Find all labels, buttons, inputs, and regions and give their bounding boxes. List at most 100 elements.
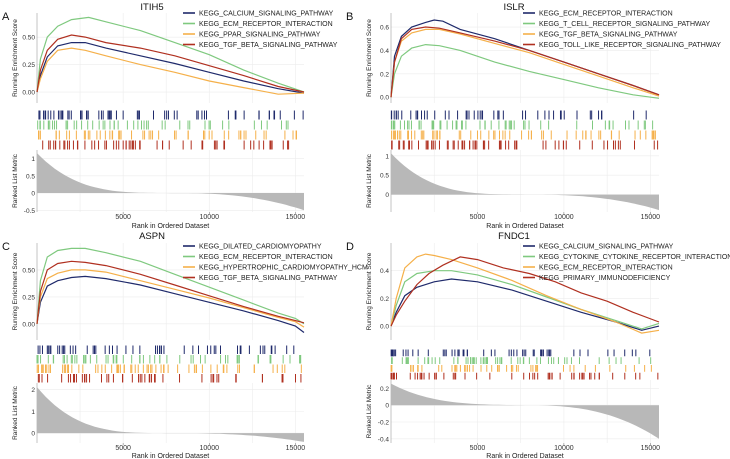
panel-d: D FNDC1 0.0 0.2 0.4 Running Enrichment Score K… bbox=[346, 231, 730, 459]
gene-hit-row-1 bbox=[37, 345, 295, 354]
y-tick-label: 1 bbox=[31, 156, 35, 163]
y-tick-label: 0.2 bbox=[380, 71, 389, 78]
panel-letter: D bbox=[346, 241, 354, 253]
y-axis-label: Running Enrichment Score bbox=[366, 19, 373, 97]
y-axis-label-bottom: Ranked List Metric bbox=[366, 384, 373, 439]
x-tick-label: 10000 bbox=[200, 214, 220, 221]
series-line-2 bbox=[390, 270, 660, 330]
series-line-3 bbox=[36, 269, 305, 328]
x-tick-label: 5000 bbox=[470, 445, 486, 452]
y-tick-label: 0 bbox=[385, 192, 389, 199]
gene-hit-row-3 bbox=[36, 364, 302, 373]
y-tick-label: -0.5 bbox=[24, 208, 36, 215]
panel-title: ISLR bbox=[503, 2, 524, 13]
legend-label: KEGG_CALCIUM_SIGNALING_PATHWAY bbox=[539, 244, 674, 251]
series-line-1 bbox=[36, 42, 305, 94]
legend-label: KEGG_TGF_BETA_SIGNALING_PATHWAY bbox=[199, 275, 338, 282]
x-axis-label: Rank in Ordered Dataset bbox=[132, 223, 209, 230]
gene-hit-row-1 bbox=[390, 110, 647, 120]
y-tick-label: 0.2 bbox=[380, 386, 389, 393]
gene-hit-row-4 bbox=[42, 140, 290, 150]
series-line-3 bbox=[36, 47, 305, 95]
panel-title: FNDC1 bbox=[498, 231, 530, 242]
y-tick-label: 0.4 bbox=[380, 268, 389, 275]
gene-hit-row-4 bbox=[391, 140, 659, 150]
panel-letter: C bbox=[2, 241, 10, 253]
ranked-metric-area bbox=[391, 383, 659, 439]
legend-label: KEGG_ECM_RECEPTOR_INTERACTION bbox=[539, 11, 673, 18]
y-tick-label: -0.4 bbox=[378, 436, 390, 443]
y-axis-label-bottom: Ranked List Metric bbox=[366, 153, 373, 208]
legend-label: KEGG_TGF_BETA_SIGNALING_PATHWAY bbox=[539, 32, 678, 39]
gene-hit-row-3 bbox=[37, 130, 297, 140]
panel-letter: A bbox=[2, 11, 10, 23]
x-tick-label: 15000 bbox=[641, 445, 661, 452]
x-tick-label: 5000 bbox=[470, 214, 486, 221]
gene-hit-row-4 bbox=[390, 372, 659, 380]
y-tick-label: 0.25 bbox=[22, 294, 35, 301]
legend-label: KEGG_T_CELL_RECEPTOR_SIGNALING_PATHWAY bbox=[539, 21, 710, 28]
legend-label: KEGG_DILATED_CARDIOMYOPATHY bbox=[199, 244, 322, 251]
series-line-4 bbox=[36, 260, 305, 324]
x-tick-label: 5000 bbox=[115, 214, 131, 221]
y-tick-label: 0.0 bbox=[380, 324, 389, 331]
y-tick-label: -0.2 bbox=[378, 420, 390, 427]
panel-letter: B bbox=[346, 11, 353, 23]
legend-label: KEGG_ECM_RECEPTOR_INTERACTION bbox=[199, 254, 333, 261]
legend-label: KEGG_HYPERTROPHIC_CARDIOMYOPATHY_HCM bbox=[199, 265, 368, 272]
y-tick-label: 1 bbox=[385, 153, 389, 160]
x-tick-label: 10000 bbox=[554, 214, 574, 221]
gene-hit-row-2 bbox=[391, 357, 652, 364]
y-tick-label: 0 bbox=[385, 403, 389, 410]
x-tick-label: 15000 bbox=[286, 214, 306, 221]
panel-b: B ISLR 0.0 0.2 0.4 0.6 Running Enrichment Scor… bbox=[346, 2, 721, 230]
y-tick-label: 0.5 bbox=[380, 173, 389, 180]
y-tick-label: 0.50 bbox=[22, 35, 35, 42]
y-tick-label: 0.2 bbox=[380, 296, 389, 303]
ranked-metric-area bbox=[37, 153, 304, 211]
ranked-metric-area bbox=[391, 153, 659, 211]
y-axis-label: Running Enrichment Score bbox=[12, 19, 19, 97]
y-axis-label: Running Enrichment Score bbox=[12, 252, 19, 330]
y-tick-label: 0.00 bbox=[22, 90, 35, 97]
gene-hit-row-2 bbox=[37, 120, 289, 130]
panel-title: ITIH5 bbox=[140, 2, 163, 13]
panel-title: ASPN bbox=[139, 231, 165, 242]
series-line-1 bbox=[36, 275, 305, 333]
series-line-2 bbox=[36, 16, 305, 93]
ranked-metric-area bbox=[37, 387, 304, 442]
y-tick-label: 0.0 bbox=[380, 95, 389, 102]
legend-label: KEGG_CYTOKINE_CYTOKINE_RECEPTOR_INTERACT… bbox=[539, 254, 730, 261]
y-tick-label: 0.5 bbox=[26, 173, 35, 180]
legend-label: KEGG_ECM_RECEPTOR_INTERACTION bbox=[199, 21, 333, 28]
y-axis-label-bottom: Ranked List Metric bbox=[12, 153, 19, 208]
y-axis-label-bottom: Ranked List Metric bbox=[12, 385, 19, 440]
x-tick-label: 5000 bbox=[115, 445, 131, 452]
legend-label: KEGG_ECM_RECEPTOR_INTERACTION bbox=[539, 265, 673, 272]
y-tick-label: 0.50 bbox=[22, 267, 35, 274]
series-line-4 bbox=[390, 256, 660, 327]
series-line-4 bbox=[390, 26, 660, 98]
gene-hit-row-3 bbox=[390, 365, 652, 372]
x-axis-label: Rank in Ordered Dataset bbox=[132, 453, 209, 459]
gene-hit-row-3 bbox=[391, 130, 656, 140]
series-line-3 bbox=[390, 28, 660, 98]
gene-hit-row-4 bbox=[37, 374, 302, 383]
y-tick-label: 0.4 bbox=[380, 48, 389, 55]
x-tick-label: 10000 bbox=[200, 445, 220, 452]
gene-hit-row-1 bbox=[390, 349, 651, 357]
y-tick-label: 0 bbox=[31, 191, 35, 198]
series-line-2 bbox=[36, 247, 305, 325]
gene-hit-row-2 bbox=[36, 355, 302, 364]
y-tick-label: 0.6 bbox=[380, 25, 389, 32]
y-tick-label: 0.25 bbox=[22, 62, 35, 69]
y-axis-label: Running Enrichment Score bbox=[366, 252, 373, 330]
legend-label: KEGG_PPAR_SIGNALING_PATHWAY bbox=[199, 32, 321, 39]
y-tick-label: 1 bbox=[31, 409, 35, 416]
series-line-2 bbox=[390, 43, 660, 99]
x-axis-label: Rank in Ordered Dataset bbox=[486, 453, 563, 459]
legend-label: KEGG_CALCIUM_SIGNALING_PATHWAY bbox=[199, 11, 334, 18]
